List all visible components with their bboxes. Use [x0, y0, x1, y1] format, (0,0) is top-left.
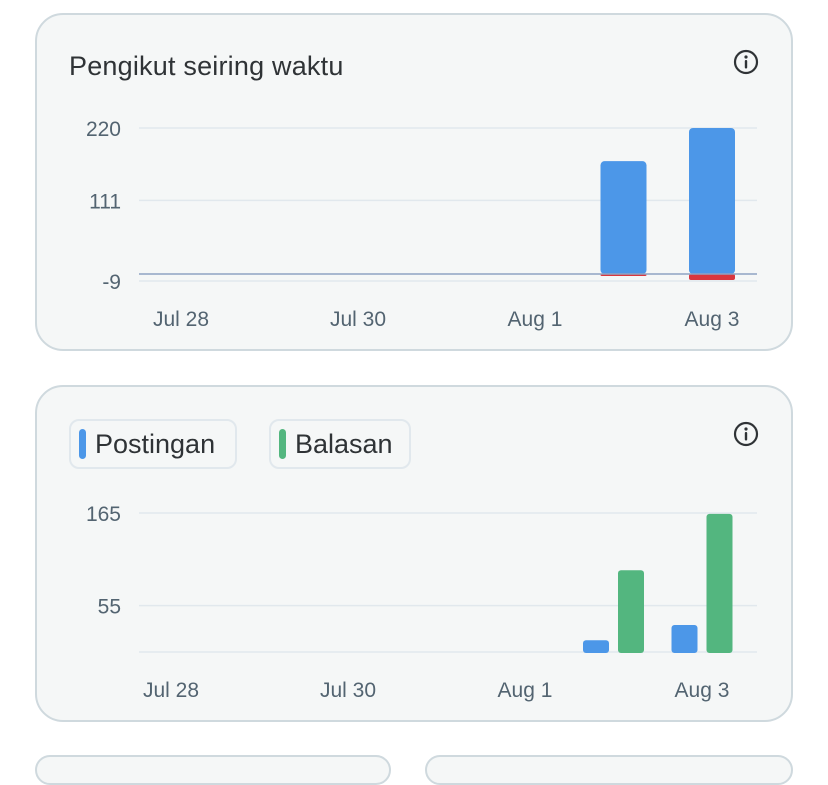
bar-balasan — [706, 513, 733, 653]
y-tick-label: -9 — [102, 271, 121, 294]
y-tick-label: 165 — [86, 503, 121, 526]
x-tick-label: Aug 3 — [685, 308, 740, 331]
x-tick-label: Jul 28 — [153, 308, 209, 331]
info-circle-icon[interactable] — [733, 49, 759, 75]
legend-swatch-postingan — [79, 429, 86, 459]
bar-loss — [689, 274, 735, 280]
y-tick-label: 111 — [89, 190, 121, 213]
x-tick-label: Jul 28 — [143, 679, 199, 702]
x-tick-label: Aug 3 — [675, 679, 730, 702]
legend-swatch-balasan — [279, 429, 286, 459]
x-tick-label: Jul 30 — [330, 308, 386, 331]
followers-bar-chart: 220 111 -9 Jul 28 Jul 30 Aug 1 Aug 3 — [86, 118, 757, 331]
bar-gain — [689, 128, 735, 274]
followers-chart-card: Pengikut seiring waktu 220 111 -9 Jul 28 Jul… — [35, 13, 793, 351]
y-tick-label: 55 — [98, 596, 121, 619]
legend-postingan[interactable]: Postingan — [69, 419, 237, 469]
card-partial-left — [35, 755, 391, 785]
bar-balasan — [618, 570, 644, 653]
bar-gain — [600, 161, 647, 274]
followers-chart-title: Pengikut seiring waktu — [69, 51, 344, 81]
posts-replies-bar-chart: 165 55 Jul 28 Jul 30 Aug 1 Aug 3 — [86, 503, 757, 702]
legend-label-postingan: Postingan — [95, 428, 216, 459]
bar-postingan — [671, 625, 698, 653]
bar-postingan — [583, 640, 609, 653]
y-tick-label: 220 — [86, 118, 121, 141]
x-tick-label: Jul 30 — [320, 679, 376, 702]
legend-label-balasan: Balasan — [295, 428, 393, 459]
x-tick-label: Aug 1 — [508, 308, 563, 331]
card-partial-right — [425, 755, 793, 785]
legend-balasan[interactable]: Balasan — [269, 419, 411, 469]
posts-replies-chart-card: Postingan Balasan 165 55 Jul 28 Jul 30 Aug 1… — [35, 385, 793, 722]
info-circle-icon[interactable] — [733, 421, 759, 447]
x-tick-label: Aug 1 — [498, 679, 553, 702]
